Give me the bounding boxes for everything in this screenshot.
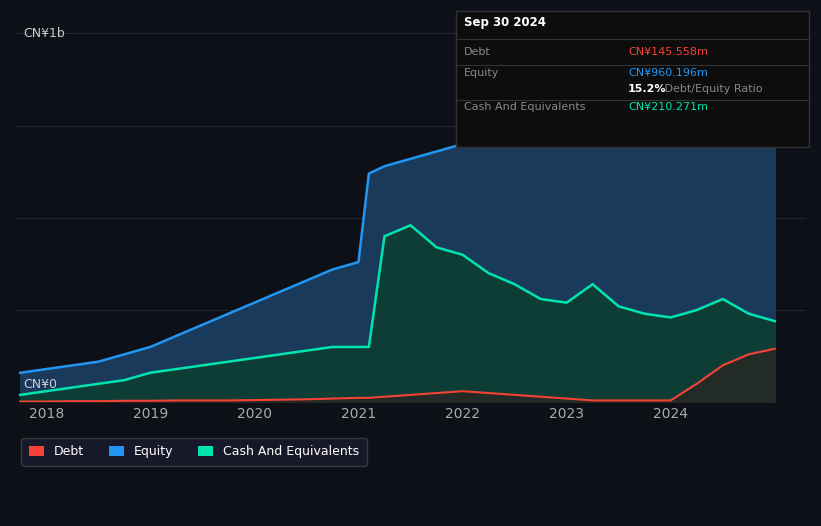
Text: CN¥1b: CN¥1b bbox=[23, 27, 65, 39]
Text: CN¥210.271m: CN¥210.271m bbox=[628, 103, 708, 113]
Text: Cash And Equivalents: Cash And Equivalents bbox=[464, 103, 585, 113]
Legend: Debt, Equity, Cash And Equivalents: Debt, Equity, Cash And Equivalents bbox=[21, 438, 367, 466]
Text: Debt/Equity Ratio: Debt/Equity Ratio bbox=[661, 84, 763, 94]
Text: Sep 30 2024: Sep 30 2024 bbox=[464, 16, 546, 29]
Text: CN¥0: CN¥0 bbox=[23, 378, 57, 391]
Text: CN¥145.558m: CN¥145.558m bbox=[628, 47, 708, 57]
Text: CN¥960.196m: CN¥960.196m bbox=[628, 68, 708, 78]
Text: Equity: Equity bbox=[464, 68, 499, 78]
Text: 15.2%: 15.2% bbox=[628, 84, 667, 94]
Text: Debt: Debt bbox=[464, 47, 491, 57]
